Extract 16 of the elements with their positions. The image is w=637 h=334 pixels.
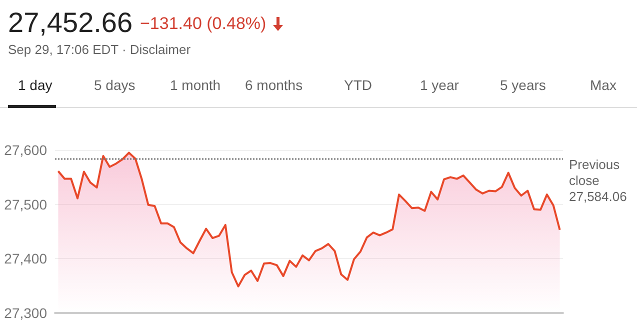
y-tick-label: 27,600 <box>4 142 48 158</box>
text: Max <box>590 77 616 93</box>
text: 1 day <box>18 77 52 93</box>
chart-title: 27,452.66 <box>8 6 133 40</box>
text: 1 year <box>420 77 459 93</box>
text: 1 month <box>170 77 221 93</box>
text: Sep 29, 17:06 EDT · Disclaimer <box>8 42 191 57</box>
text: 6 months <box>245 77 303 93</box>
text: 5 years <box>500 77 546 93</box>
y-tick-label: 27,300 <box>4 305 48 321</box>
y-tick-label: 27,400 <box>4 250 48 267</box>
text: YTD <box>344 77 372 93</box>
chart-subtitle: −131.40 (0.48%) <box>140 14 266 34</box>
text: 5 days <box>94 77 136 93</box>
ref-line-label: Previous close 27,584.06 <box>569 157 627 204</box>
y-tick-label: 27,500 <box>4 196 48 212</box>
